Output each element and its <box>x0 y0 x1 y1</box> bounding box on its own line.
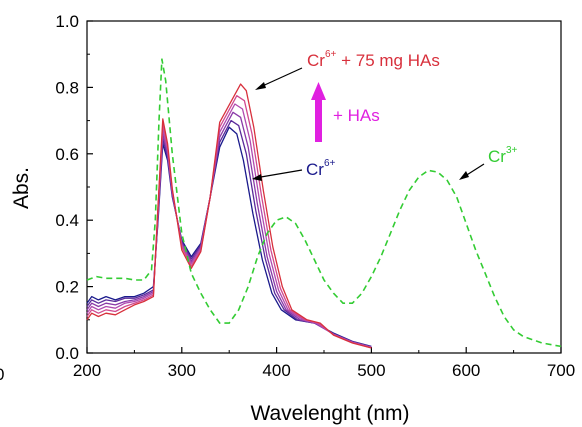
annotation-cr6: Cr6+ <box>306 158 336 179</box>
pointer-arrow-top <box>255 67 303 90</box>
series-line-1 <box>86 119 372 348</box>
annotation-cr3-main: Cr <box>488 147 506 166</box>
x-tick-label: 600 <box>452 361 480 380</box>
series-line-0 <box>86 126 372 348</box>
annotation-plus-has: + HAs <box>333 106 380 125</box>
y-tick-label: 0.4 <box>55 211 79 230</box>
pointer-arrow-cr6 <box>252 169 303 181</box>
increase-arrow <box>311 82 326 142</box>
annotation-cr6-75mg-rest: + 75 mg HAs <box>336 51 439 70</box>
left-edge-label: 0 <box>0 365 4 384</box>
series-line-5 <box>86 83 372 349</box>
x-tick-label: 200 <box>73 361 101 380</box>
annotation-cr6-75mg-sup: 6+ <box>325 49 337 60</box>
annotation-cr3-sup: 3+ <box>506 145 518 156</box>
pointer-arrow-cr3 <box>459 163 485 180</box>
y-tick-label: 0.2 <box>55 278 79 297</box>
plot-frame <box>86 20 562 354</box>
annotation-cr3: Cr3+ <box>488 145 518 166</box>
series-line-3 <box>86 103 372 349</box>
annotation-cr6-sup: 6+ <box>324 158 336 169</box>
y-tick-label: 0.0 <box>55 344 79 363</box>
y-tick-label: 0.8 <box>55 78 79 97</box>
x-axis-title: Wavelenght (nm) <box>250 402 409 425</box>
series-line-cr3 <box>86 58 562 348</box>
annotation-cr6-main: Cr <box>306 160 324 179</box>
y-tick-label: 1.0 <box>55 12 79 31</box>
y-tick-label: 0.6 <box>55 145 79 164</box>
x-tick-label: 300 <box>168 361 196 380</box>
annotation-cr6-75mg: Cr6+ + 75 mg HAs <box>307 49 440 70</box>
x-tick-label: 500 <box>357 361 385 380</box>
plot-area: 200 300 400 500 600 700 0.0 0.2 0.4 0.6 0.8 1.0 <box>55 12 575 380</box>
annotation-cr6-75mg-main: Cr <box>307 51 325 70</box>
series-line-4 <box>86 95 372 349</box>
x-tick-label: 700 <box>547 361 575 380</box>
series-line-2 <box>86 111 372 348</box>
y-axis-title: Abs. <box>10 167 33 209</box>
x-tick-label: 400 <box>262 361 290 380</box>
